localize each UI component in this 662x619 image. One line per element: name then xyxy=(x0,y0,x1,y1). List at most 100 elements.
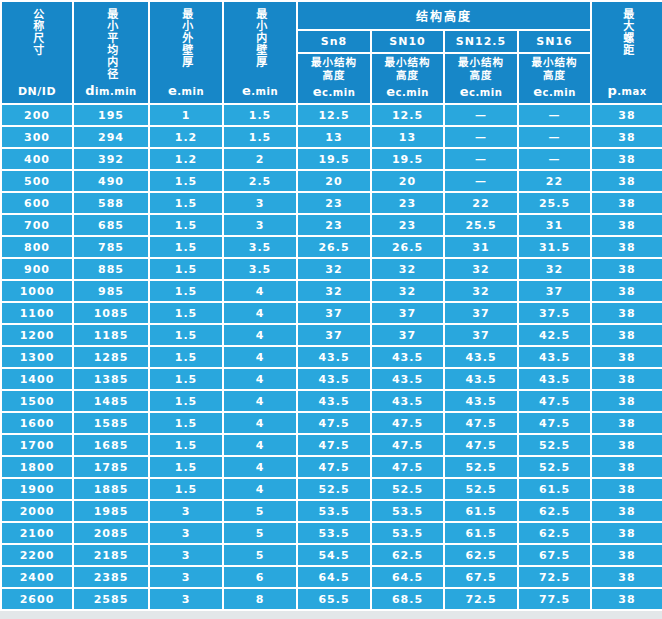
table-cell: 32 xyxy=(297,258,371,280)
table-row: 220021853554.562.562.567.538 xyxy=(1,544,662,566)
table-cell: 4 xyxy=(223,324,297,346)
table-cell: 1885 xyxy=(73,478,149,500)
table-cell: 4 xyxy=(223,280,297,302)
table-cell: 3.5 xyxy=(223,236,297,258)
table-cell: — xyxy=(444,126,518,148)
table-cell: 588 xyxy=(73,192,149,214)
table-cell: 785 xyxy=(73,236,149,258)
table-row: 20019511.512.512.5——38 xyxy=(1,104,662,126)
table-cell: 20 xyxy=(371,170,444,192)
table-cell: — xyxy=(444,170,518,192)
table-cell: 47.5 xyxy=(371,456,444,478)
table-cell: 1500 xyxy=(1,390,73,412)
col-header-min-avg-inner-diameter-latin: dim.min xyxy=(85,83,136,98)
table-cell: 32 xyxy=(297,280,371,302)
col-header-min-avg-inner-diameter-cn: 最小平均内径 xyxy=(105,8,117,80)
col-header-min-outer-wall-thickness: 最小外壁厚 e.min xyxy=(149,1,223,104)
table-cell: 2100 xyxy=(1,522,73,544)
table-cell: 23 xyxy=(297,214,371,236)
table-row: 140013851.5443.543.543.543.538 xyxy=(1,368,662,390)
table-cell: 53.5 xyxy=(371,522,444,544)
table-cell: 25.5 xyxy=(518,192,591,214)
table-cell: — xyxy=(518,148,591,170)
table-cell: 65.5 xyxy=(297,588,371,610)
table-cell: 38 xyxy=(591,412,662,434)
table-cell: 61.5 xyxy=(444,522,518,544)
table-cell: 4 xyxy=(223,412,297,434)
col-header-min-inner-wall-thickness: 最小内壁厚 e.min xyxy=(223,1,297,104)
table-cell: 20 xyxy=(297,170,371,192)
table-cell: 1.5 xyxy=(149,280,223,302)
table-cell: 1.5 xyxy=(149,170,223,192)
table-cell: 32 xyxy=(371,258,444,280)
table-cell: 1400 xyxy=(1,368,73,390)
table-cell: — xyxy=(518,104,591,126)
table-cell: 72.5 xyxy=(518,566,591,588)
table-row: 130012851.5443.543.543.543.538 xyxy=(1,346,662,368)
table-row: 240023853664.564.567.572.538 xyxy=(1,566,662,588)
table-cell: 64.5 xyxy=(371,566,444,588)
table-cell: 47.5 xyxy=(297,412,371,434)
table-cell: 1685 xyxy=(73,434,149,456)
col-header-nominal-size: 公称尺寸 DN/ID xyxy=(1,1,73,104)
table-cell: 3 xyxy=(149,588,223,610)
table-cell: 1.5 xyxy=(223,104,297,126)
table-cell: 5 xyxy=(223,522,297,544)
table-cell: 38 xyxy=(591,302,662,324)
table-cell: 3 xyxy=(149,522,223,544)
table-cell: 38 xyxy=(591,148,662,170)
table-cell: 26.5 xyxy=(371,236,444,258)
table-cell: 38 xyxy=(591,566,662,588)
table-row: 260025853865.568.572.577.538 xyxy=(1,588,662,610)
table-row: 7006851.53232325.53138 xyxy=(1,214,662,236)
table-cell: 2585 xyxy=(73,588,149,610)
table-cell: 23 xyxy=(371,192,444,214)
table-body: 20019511.512.512.5——383002941.21.51313——… xyxy=(1,104,662,610)
table-cell: 1985 xyxy=(73,500,149,522)
col-header-nominal-size-latin: DN/ID xyxy=(18,85,56,98)
table-cell: 47.5 xyxy=(518,390,591,412)
table-cell: 300 xyxy=(1,126,73,148)
col-header-sn10: SN10 xyxy=(371,30,444,53)
table-cell: 52.5 xyxy=(444,478,518,500)
table-cell: 2 xyxy=(223,148,297,170)
table-cell: 53.5 xyxy=(371,500,444,522)
table-cell: 1200 xyxy=(1,324,73,346)
table-cell: 500 xyxy=(1,170,73,192)
table-cell: 885 xyxy=(73,258,149,280)
table-cell: 3.5 xyxy=(223,258,297,280)
table-row: 190018851.5452.552.552.561.538 xyxy=(1,478,662,500)
table-cell: 900 xyxy=(1,258,73,280)
table-cell: 2085 xyxy=(73,522,149,544)
table-cell: 1285 xyxy=(73,346,149,368)
table-row: 110010851.5437373737.538 xyxy=(1,302,662,324)
table-cell: 1185 xyxy=(73,324,149,346)
table-cell: 25.5 xyxy=(444,214,518,236)
table-cell: 47.5 xyxy=(371,434,444,456)
table-cell: 1585 xyxy=(73,412,149,434)
table-cell: 1.5 xyxy=(149,214,223,236)
table-cell: 53.5 xyxy=(297,522,371,544)
table-cell: 1.2 xyxy=(149,126,223,148)
table-cell: 37 xyxy=(371,324,444,346)
col-header-min-inner-wall-thickness-cn: 最小内壁厚 xyxy=(254,8,266,68)
table-cell: 23 xyxy=(297,192,371,214)
table-cell: 490 xyxy=(73,170,149,192)
table-cell: 77.5 xyxy=(518,588,591,610)
table-cell: 54.5 xyxy=(297,544,371,566)
table-cell: 3 xyxy=(149,500,223,522)
table-cell: 1.5 xyxy=(149,456,223,478)
table-cell: — xyxy=(518,126,591,148)
table-cell: 42.5 xyxy=(518,324,591,346)
table-cell: 52.5 xyxy=(518,434,591,456)
col-header-nominal-size-cn: 公称尺寸 xyxy=(31,8,43,56)
table-cell: 38 xyxy=(591,104,662,126)
table-cell: 38 xyxy=(591,456,662,478)
table-row: 150014851.5443.543.543.547.538 xyxy=(1,390,662,412)
table-cell: 1.5 xyxy=(149,478,223,500)
table-cell: 43.5 xyxy=(297,390,371,412)
table-cell: 19.5 xyxy=(297,148,371,170)
table-cell: 1.5 xyxy=(149,302,223,324)
table-cell: 43.5 xyxy=(444,368,518,390)
table-cell: 5 xyxy=(223,500,297,522)
